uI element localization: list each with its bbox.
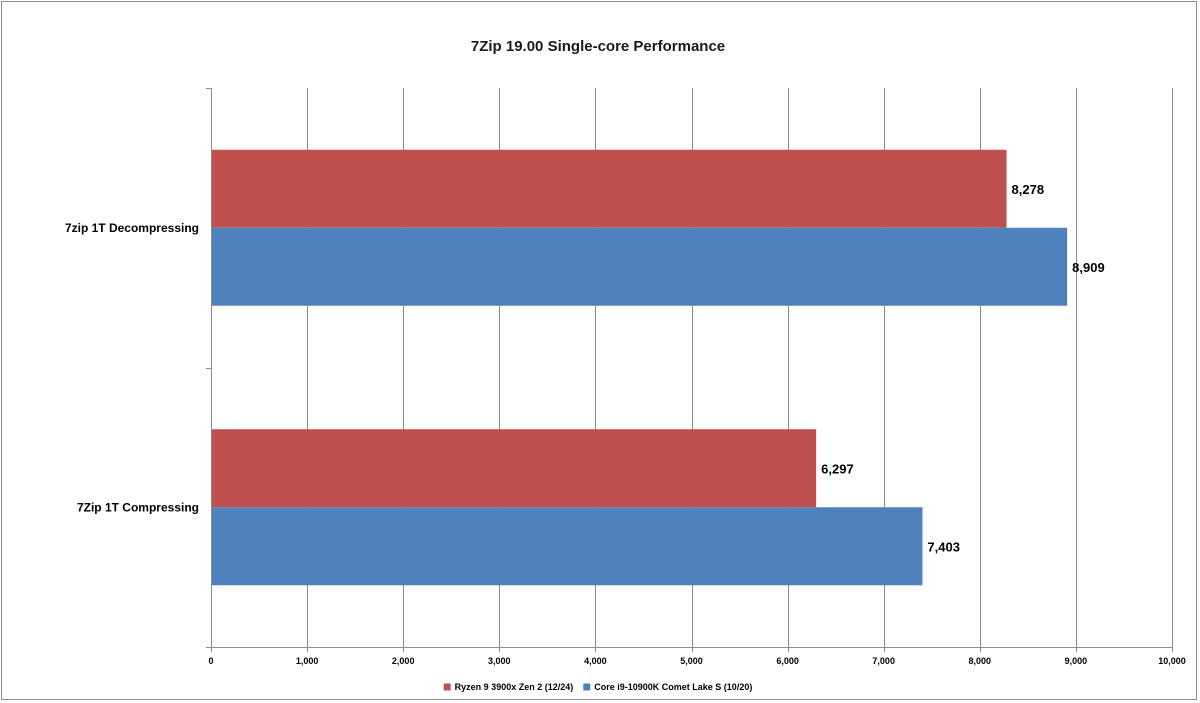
legend-label: Core i9-10900K Comet Lake S (10/20) bbox=[594, 682, 752, 692]
x-tick-label: 2,000 bbox=[392, 656, 415, 666]
data-label: 8,278 bbox=[1012, 182, 1045, 197]
data-label: 6,297 bbox=[821, 461, 854, 476]
x-tick-label: 8,000 bbox=[969, 656, 992, 666]
bars bbox=[211, 149, 1068, 586]
x-tick-label: 7,000 bbox=[872, 656, 895, 666]
x-tick-label: 10,000 bbox=[1158, 656, 1186, 666]
legend-label: Ryzen 9 3900x Zen 2 (12/24) bbox=[455, 682, 574, 692]
chart-title: 7Zip 19.00 Single-core Performance bbox=[471, 38, 725, 55]
axes bbox=[206, 88, 1173, 652]
x-tick-label: 4,000 bbox=[584, 656, 607, 666]
bar bbox=[211, 227, 1068, 306]
legend-swatch bbox=[443, 683, 451, 691]
data-label: 8,909 bbox=[1072, 260, 1105, 275]
labels: 0 1,000 2,000 3,000 4,000 5,000 6,000 7,000 8,00… bbox=[65, 182, 1186, 666]
category-label: 7Zip 1T Compressing bbox=[77, 500, 199, 514]
bar bbox=[211, 149, 1007, 228]
legend: Ryzen 9 3900x Zen 2 (12/24) Core i9-10900… bbox=[443, 682, 752, 692]
x-tick-label: 0 bbox=[208, 656, 213, 666]
x-tick-label: 1,000 bbox=[296, 656, 319, 666]
x-tick-label: 5,000 bbox=[680, 656, 703, 666]
legend-swatch bbox=[583, 683, 591, 691]
data-label: 7,403 bbox=[927, 539, 960, 554]
bar bbox=[211, 507, 923, 586]
x-tick-label: 3,000 bbox=[488, 656, 511, 666]
x-tick-label: 6,000 bbox=[776, 656, 799, 666]
bar bbox=[211, 429, 817, 508]
x-tick-label: 9,000 bbox=[1065, 656, 1088, 666]
category-label: 7zip 1T Decompressing bbox=[65, 221, 199, 235]
